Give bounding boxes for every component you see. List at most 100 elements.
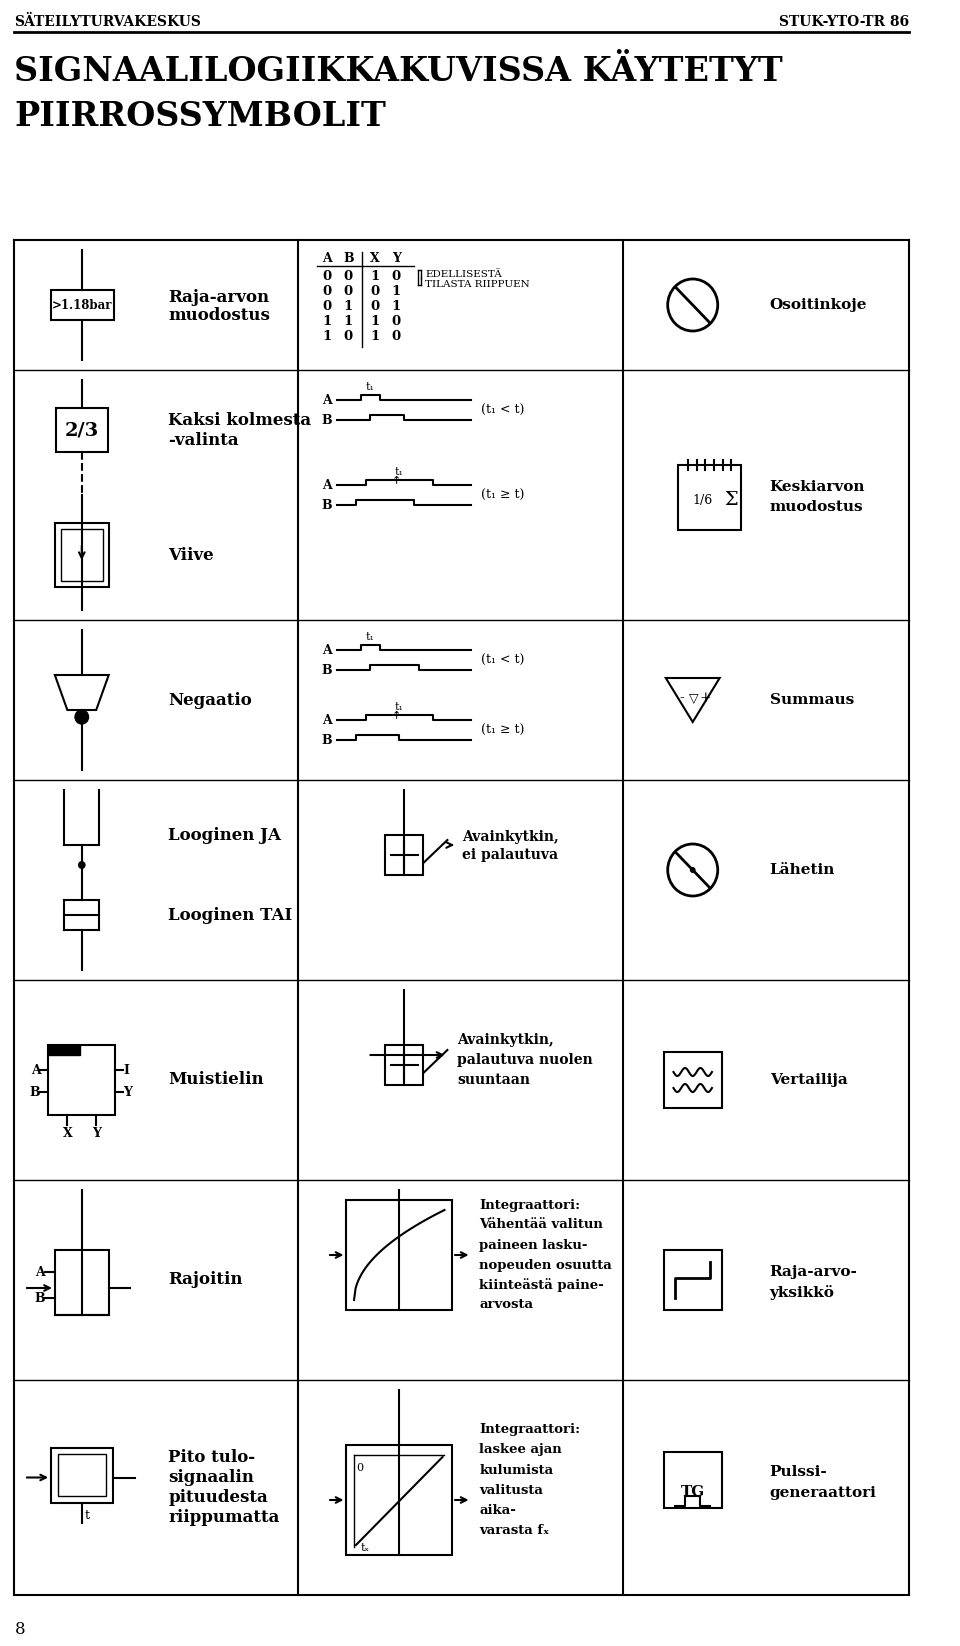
- Text: nopeuden osuutta: nopeuden osuutta: [479, 1259, 612, 1271]
- Text: B: B: [322, 413, 332, 426]
- Circle shape: [75, 709, 88, 724]
- Text: 1: 1: [392, 285, 401, 298]
- Bar: [51, 1447, 112, 1503]
- Bar: [60, 528, 103, 581]
- Bar: [385, 1045, 423, 1085]
- Text: B: B: [322, 663, 332, 677]
- Text: Pito tulo-: Pito tulo-: [168, 1448, 255, 1467]
- Circle shape: [690, 867, 696, 872]
- Text: t₁: t₁: [366, 382, 374, 392]
- Text: aika-: aika-: [479, 1503, 516, 1516]
- Bar: [347, 1445, 452, 1555]
- Text: t₁: t₁: [395, 467, 404, 477]
- Bar: [347, 1200, 452, 1310]
- Bar: [48, 1045, 115, 1114]
- Bar: [664, 1452, 722, 1508]
- Text: varasta fₓ: varasta fₓ: [479, 1524, 549, 1536]
- Text: TG: TG: [681, 1485, 705, 1498]
- Text: Integraattori:: Integraattori:: [479, 1424, 580, 1437]
- Text: kulumista: kulumista: [479, 1463, 553, 1476]
- Text: A: A: [323, 479, 332, 492]
- Text: X: X: [62, 1128, 72, 1141]
- Bar: [56, 408, 108, 453]
- Text: t: t: [84, 1509, 89, 1523]
- Text: 0: 0: [371, 285, 380, 298]
- Text: SÄTEILYTURVAKESKUS: SÄTEILYTURVAKESKUS: [14, 15, 202, 30]
- Text: Kaksi kolmesta: Kaksi kolmesta: [168, 412, 311, 428]
- Text: B: B: [322, 499, 332, 512]
- Text: Looginen TAI: Looginen TAI: [168, 907, 293, 923]
- Text: A: A: [31, 1063, 40, 1076]
- Text: -valinta: -valinta: [168, 431, 239, 448]
- Text: Rajoitin: Rajoitin: [168, 1271, 243, 1289]
- Text: valitusta: valitusta: [479, 1483, 543, 1496]
- Text: STUK-YTO-TR 86: STUK-YTO-TR 86: [780, 15, 909, 30]
- Bar: [679, 466, 741, 530]
- Text: 0: 0: [371, 300, 380, 313]
- Text: 0: 0: [392, 270, 401, 283]
- Text: Σ: Σ: [725, 491, 738, 509]
- Bar: [48, 1045, 80, 1055]
- Text: generaattori: generaattori: [770, 1485, 876, 1500]
- Text: 1/6: 1/6: [692, 494, 712, 507]
- Text: Summaus: Summaus: [770, 693, 854, 708]
- Text: Osoitinkoje: Osoitinkoje: [770, 298, 867, 313]
- Text: 0: 0: [356, 1463, 363, 1473]
- Text: PIIRROSSYMBOLIT: PIIRROSSYMBOLIT: [14, 100, 386, 133]
- Text: palautuva nuolen: palautuva nuolen: [457, 1053, 592, 1067]
- Text: 0: 0: [323, 300, 331, 313]
- Text: 1: 1: [344, 314, 353, 328]
- Text: 1: 1: [323, 314, 332, 328]
- Text: 0: 0: [344, 285, 353, 298]
- Bar: [664, 1249, 722, 1310]
- Text: 1: 1: [371, 329, 380, 342]
- Text: t₁: t₁: [395, 701, 404, 713]
- Text: (t₁ < t): (t₁ < t): [481, 403, 524, 416]
- Text: 0: 0: [323, 285, 331, 298]
- Text: Y: Y: [123, 1085, 132, 1098]
- Text: (t₁ ≥ t): (t₁ ≥ t): [481, 489, 524, 502]
- Text: muodostus: muodostus: [168, 306, 271, 324]
- Bar: [55, 1249, 108, 1315]
- Text: A: A: [323, 393, 332, 407]
- Text: 8: 8: [14, 1621, 25, 1638]
- Text: Lähetin: Lähetin: [770, 863, 835, 877]
- Text: A: A: [323, 252, 332, 265]
- Text: X: X: [371, 252, 380, 265]
- Text: muodostus: muodostus: [770, 500, 863, 514]
- Circle shape: [78, 861, 85, 869]
- Text: Pulssi-: Pulssi-: [770, 1465, 828, 1480]
- Text: SIGNAALILOGIIKKAKUVISSA KÄYTETYT: SIGNAALILOGIIKKAKUVISSA KÄYTETYT: [14, 54, 783, 87]
- Text: Vähentää valitun: Vähentää valitun: [479, 1218, 603, 1231]
- Text: B: B: [343, 252, 353, 265]
- Text: B: B: [35, 1292, 45, 1305]
- Text: 0: 0: [344, 329, 353, 342]
- Text: 0: 0: [392, 329, 401, 342]
- Text: Muistielin: Muistielin: [168, 1072, 264, 1088]
- Text: Avainkytkin,: Avainkytkin,: [462, 830, 559, 844]
- Text: laskee ajan: laskee ajan: [479, 1444, 562, 1457]
- Text: TILASTA RIIPPUEN: TILASTA RIIPPUEN: [425, 280, 530, 290]
- Bar: [55, 523, 108, 588]
- Text: Y: Y: [92, 1128, 101, 1141]
- Text: Viive: Viive: [168, 546, 214, 563]
- Text: suuntaan: suuntaan: [457, 1073, 530, 1086]
- Text: Y: Y: [392, 252, 401, 265]
- Text: Looginen JA: Looginen JA: [168, 826, 281, 843]
- Bar: [58, 1453, 106, 1496]
- Text: ↑: ↑: [392, 476, 401, 486]
- Bar: [51, 290, 113, 319]
- Text: (t₁ < t): (t₁ < t): [481, 653, 524, 667]
- Text: +: +: [700, 691, 711, 704]
- Text: ei palautuva: ei palautuva: [462, 848, 558, 863]
- Text: riippumatta: riippumatta: [168, 1509, 279, 1526]
- Text: 1: 1: [371, 270, 380, 283]
- Text: 2/3: 2/3: [64, 421, 99, 439]
- Text: t₁: t₁: [366, 632, 374, 642]
- Text: ↑: ↑: [392, 711, 401, 721]
- Text: Keskiarvon: Keskiarvon: [770, 481, 865, 494]
- Text: 1: 1: [323, 329, 332, 342]
- Text: (t₁ ≥ t): (t₁ ≥ t): [481, 724, 524, 736]
- Text: Negaatio: Negaatio: [168, 691, 252, 708]
- Text: 0: 0: [323, 270, 331, 283]
